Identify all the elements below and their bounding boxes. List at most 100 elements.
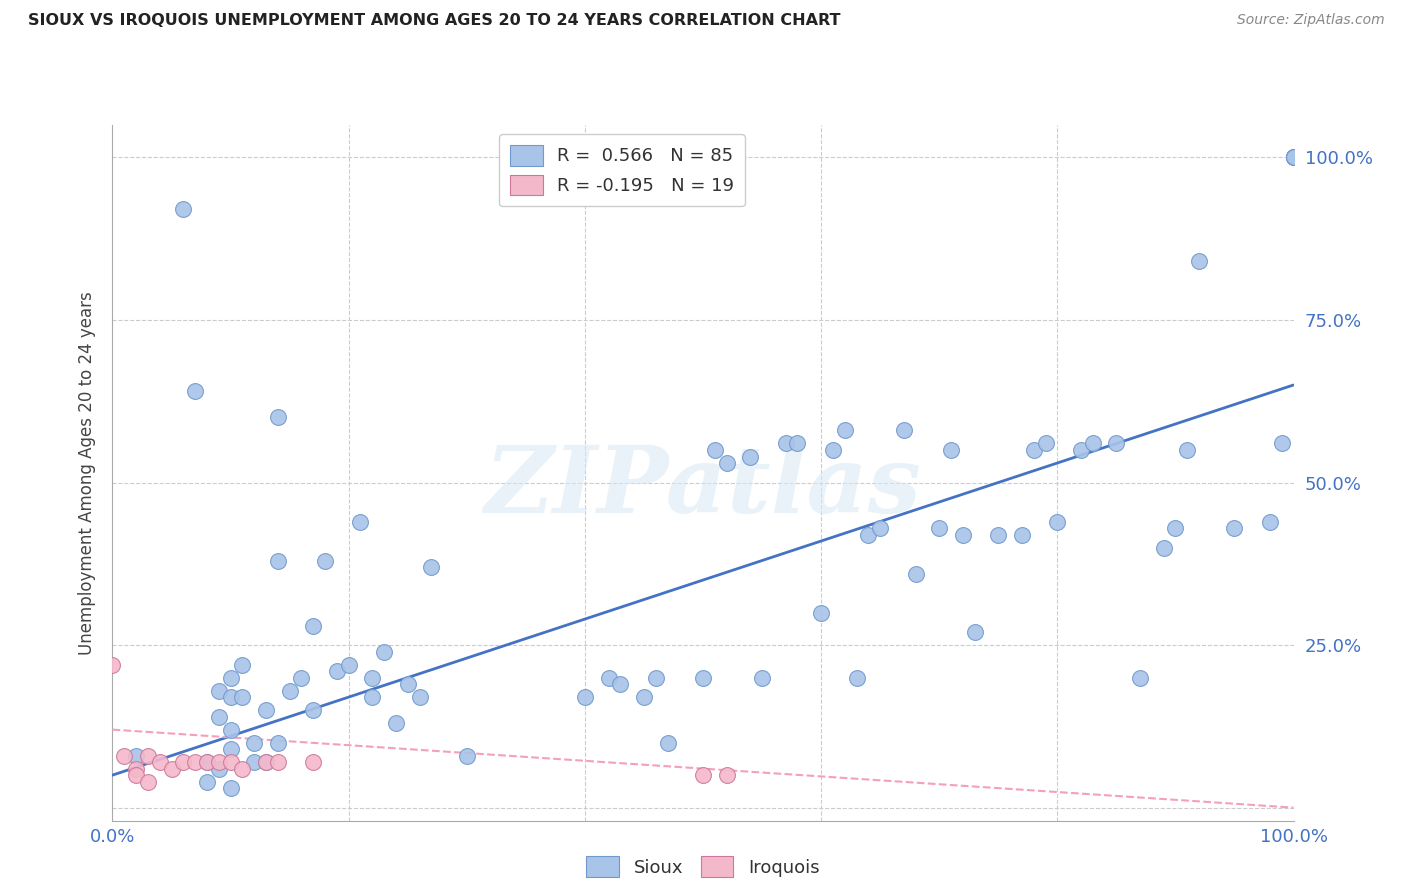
Point xyxy=(1022,442,1045,457)
Legend: Sioux, Iroquois: Sioux, Iroquois xyxy=(575,846,831,888)
Point xyxy=(633,690,655,704)
Point xyxy=(231,762,253,776)
Point xyxy=(219,723,242,737)
Point xyxy=(952,527,974,541)
Point xyxy=(574,690,596,704)
Point xyxy=(420,560,443,574)
Point xyxy=(219,690,242,704)
Point xyxy=(243,736,266,750)
Point xyxy=(1081,436,1104,450)
Point xyxy=(349,515,371,529)
Point xyxy=(125,762,148,776)
Point xyxy=(939,442,962,457)
Point xyxy=(195,774,218,789)
Point xyxy=(963,625,986,640)
Point xyxy=(716,768,738,782)
Point xyxy=(775,436,797,450)
Point xyxy=(1271,436,1294,450)
Point xyxy=(598,671,620,685)
Point xyxy=(644,671,666,685)
Point xyxy=(1046,515,1069,529)
Point xyxy=(326,664,349,678)
Point xyxy=(219,781,242,796)
Point xyxy=(278,683,301,698)
Point xyxy=(1011,527,1033,541)
Point xyxy=(1282,150,1305,164)
Point xyxy=(184,384,207,399)
Point xyxy=(1164,521,1187,535)
Point xyxy=(254,755,277,769)
Point xyxy=(208,683,231,698)
Point xyxy=(1070,442,1092,457)
Point xyxy=(1153,541,1175,555)
Point xyxy=(125,768,148,782)
Point xyxy=(290,671,312,685)
Point xyxy=(1282,150,1305,164)
Point xyxy=(302,755,325,769)
Point xyxy=(1129,671,1152,685)
Point xyxy=(136,748,159,763)
Point xyxy=(821,442,844,457)
Point xyxy=(208,709,231,723)
Text: ZIPatlas: ZIPatlas xyxy=(485,442,921,532)
Point xyxy=(396,677,419,691)
Point xyxy=(267,553,290,567)
Point xyxy=(740,450,762,464)
Point xyxy=(254,755,277,769)
Point xyxy=(1282,150,1305,164)
Point xyxy=(1188,254,1211,268)
Point xyxy=(845,671,868,685)
Point xyxy=(314,553,336,567)
Point xyxy=(160,762,183,776)
Text: Source: ZipAtlas.com: Source: ZipAtlas.com xyxy=(1237,13,1385,28)
Point xyxy=(858,527,880,541)
Point xyxy=(609,677,631,691)
Point xyxy=(692,671,714,685)
Point xyxy=(1223,521,1246,535)
Point xyxy=(786,436,808,450)
Point xyxy=(928,521,950,535)
Point xyxy=(408,690,430,704)
Point xyxy=(703,442,725,457)
Point xyxy=(208,762,231,776)
Point xyxy=(385,716,408,731)
Point xyxy=(125,748,148,763)
Point xyxy=(373,644,395,658)
Point xyxy=(987,527,1010,541)
Point xyxy=(657,736,679,750)
Point xyxy=(716,456,738,470)
Point xyxy=(219,755,242,769)
Point xyxy=(834,424,856,438)
Point xyxy=(267,410,290,425)
Point xyxy=(172,755,194,769)
Point xyxy=(219,742,242,756)
Point xyxy=(267,736,290,750)
Point xyxy=(208,755,231,769)
Point xyxy=(195,755,218,769)
Point xyxy=(456,748,478,763)
Point xyxy=(751,671,773,685)
Point xyxy=(1105,436,1128,450)
Point xyxy=(302,618,325,632)
Point xyxy=(869,521,891,535)
Point xyxy=(219,671,242,685)
Point xyxy=(112,748,135,763)
Point xyxy=(361,690,384,704)
Point xyxy=(231,690,253,704)
Text: SIOUX VS IROQUOIS UNEMPLOYMENT AMONG AGES 20 TO 24 YEARS CORRELATION CHART: SIOUX VS IROQUOIS UNEMPLOYMENT AMONG AGE… xyxy=(28,13,841,29)
Point xyxy=(1282,150,1305,164)
Point xyxy=(1282,150,1305,164)
Point xyxy=(254,703,277,717)
Point xyxy=(1175,442,1198,457)
Point xyxy=(1258,515,1281,529)
Point xyxy=(810,606,832,620)
Point xyxy=(149,755,172,769)
Point xyxy=(195,755,218,769)
Point xyxy=(136,774,159,789)
Point xyxy=(231,657,253,672)
Point xyxy=(267,755,290,769)
Point xyxy=(893,424,915,438)
Point xyxy=(302,703,325,717)
Point xyxy=(692,768,714,782)
Point xyxy=(1035,436,1057,450)
